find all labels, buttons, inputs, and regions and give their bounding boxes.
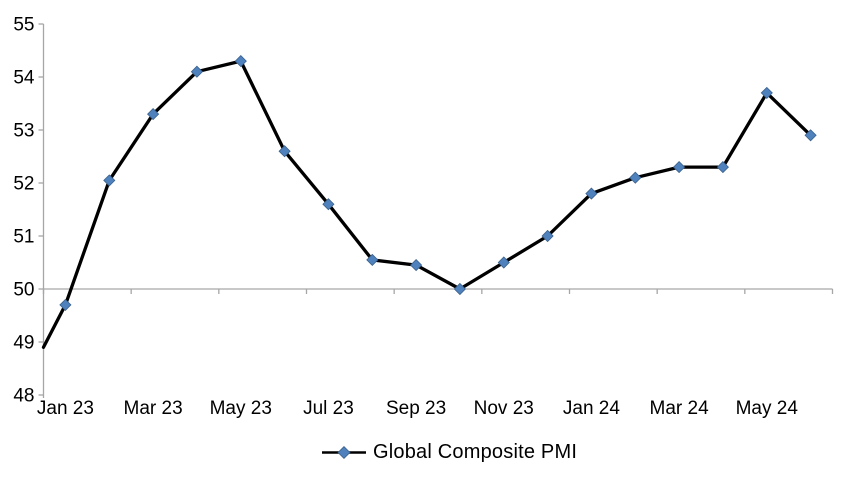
y-axis-tick-label: 53 [13, 121, 34, 142]
data-point-marker [103, 174, 116, 187]
y-axis-tick-label: 49 [13, 333, 34, 354]
data-point-marker [629, 171, 642, 184]
y-axis-tick-label: 50 [13, 280, 34, 301]
data-point-marker [497, 256, 510, 269]
y-axis-tick-label: 55 [13, 15, 34, 36]
data-point-marker [147, 108, 160, 121]
x-axis-tick-label: Mar 23 [124, 398, 183, 419]
data-point-marker [541, 229, 554, 243]
data-point-marker [673, 161, 686, 174]
x-axis-tick-label: Jan 23 [37, 398, 94, 419]
y-axis-tick-label: 48 [13, 386, 34, 407]
chart-legend: Global Composite PMI [322, 441, 577, 464]
data-point-marker [804, 129, 817, 142]
x-axis-tick-label: Nov 23 [474, 398, 534, 419]
x-axis-tick-label: Jan 24 [563, 398, 620, 419]
data-point-marker [190, 65, 203, 78]
data-point-marker [322, 198, 335, 211]
data-point-marker [453, 282, 466, 296]
data-point-marker [366, 253, 379, 266]
x-axis-tick-label: May 24 [736, 398, 799, 419]
data-point-marker [59, 298, 72, 311]
data-point-marker [278, 145, 291, 158]
pmi-series-line [41, 59, 813, 349]
y-axis-tick-label: 54 [13, 68, 35, 89]
data-point-marker [716, 161, 729, 174]
x-axis-tick-label: Mar 24 [650, 398, 710, 419]
x-axis-tick-label: Sep 23 [386, 398, 446, 419]
legend-series-label: Global Composite PMI [373, 441, 578, 463]
y-axis-tick-label: 52 [13, 174, 34, 195]
data-point-marker [760, 86, 773, 99]
data-point-marker [585, 187, 598, 200]
legend-line-marker-icon [322, 445, 366, 460]
y-axis-tick-label: 51 [13, 227, 34, 248]
x-axis-tick-label: Jul 23 [303, 398, 354, 419]
data-point-marker [234, 55, 247, 68]
data-point-marker [410, 259, 423, 272]
x-axis-tick-label: May 23 [210, 398, 272, 419]
legend-marker [337, 445, 351, 460]
